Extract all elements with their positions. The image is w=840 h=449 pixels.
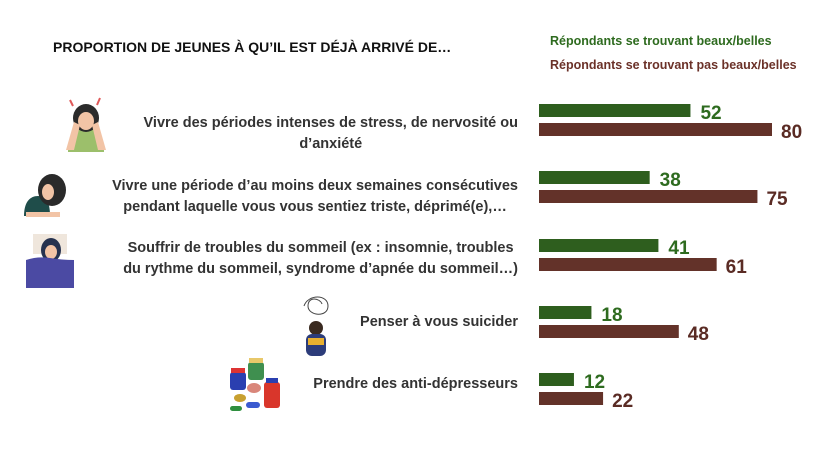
category-label-depression: Vivre une période d’au moins deux semain… <box>112 176 518 218</box>
anxious-person-icon <box>303 296 329 356</box>
bar-pas-beaux <box>539 190 758 203</box>
data-label: 22 <box>612 391 633 412</box>
label-line: Vivre des périodes intenses de stress, d… <box>143 115 518 131</box>
bar-beaux <box>539 171 650 184</box>
stressed-person-icon <box>66 97 106 152</box>
bar-pas-beaux <box>539 258 717 271</box>
data-label: 75 <box>766 189 788 210</box>
bar-pas-beaux <box>539 123 772 136</box>
legend-pas-beaux: Répondants se trouvant pas beaux/belles <box>550 58 797 72</box>
category-label-sommeil: Souffrir de troubles du sommeil (ex : in… <box>123 238 518 280</box>
data-label: 18 <box>601 305 622 326</box>
label-line: du rythme du sommeil, syndrome d’apnée d… <box>123 261 518 277</box>
legend-beaux: Répondants se trouvant beaux/belles <box>550 34 772 48</box>
bar-pas-beaux <box>539 392 604 405</box>
bar-beaux <box>539 373 574 386</box>
bar-pas-beaux <box>539 325 679 338</box>
bar-beaux <box>539 306 592 319</box>
pills-icon <box>230 358 280 411</box>
data-label: 48 <box>688 324 709 345</box>
sad-person-icon <box>24 174 66 217</box>
data-label: 12 <box>584 372 605 393</box>
data-label: 52 <box>700 103 721 124</box>
category-label-stress: Vivre des périodes intenses de stress, d… <box>144 113 518 155</box>
category-label-suicide: Penser à vous suicider <box>360 312 518 333</box>
label-line: Vivre une période d’au moins deux semain… <box>112 178 518 194</box>
sleepless-person-icon <box>26 234 74 288</box>
chart-title: PROPORTION DE JEUNES À QU’IL EST DÉJÀ AR… <box>53 39 452 55</box>
label-line: Prendre des anti-dépresseurs <box>313 376 518 392</box>
label-line: pendant laquelle vous vous sentiez trist… <box>123 199 507 215</box>
data-label: 61 <box>726 257 748 278</box>
bar-beaux <box>539 104 691 117</box>
label-line: Penser à vous suicider <box>360 314 518 330</box>
label-line: d’anxiété <box>299 136 363 152</box>
bar-beaux <box>539 239 659 252</box>
data-label: 38 <box>660 170 681 191</box>
label-line: Souffrir de troubles du sommeil (ex : in… <box>127 240 514 256</box>
data-label: 80 <box>781 122 802 143</box>
category-label-antidepresseurs: Prendre des anti-dépresseurs <box>313 374 518 395</box>
data-label: 41 <box>668 238 690 259</box>
